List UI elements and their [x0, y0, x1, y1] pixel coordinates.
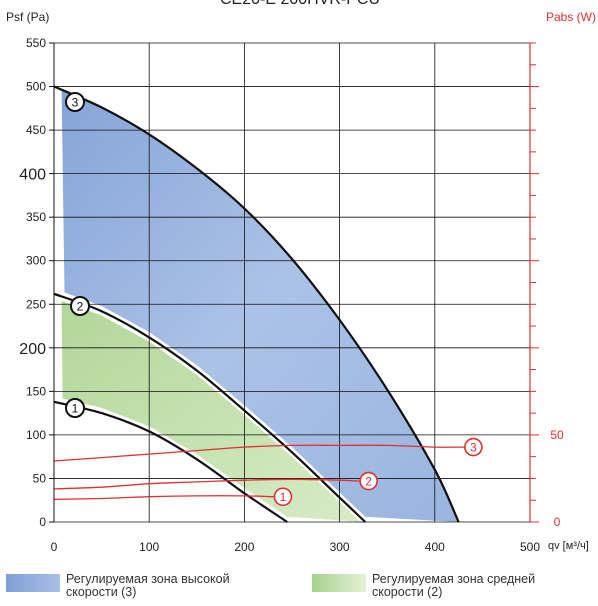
power-layer: 1 2 3 — [53, 437, 483, 507]
y2-axis-label: Pabs (W) — [546, 10, 596, 24]
y-tick-label: 550 — [26, 36, 46, 50]
curve-marker-label-1: 1 — [72, 402, 79, 416]
grid-layer — [53, 42, 531, 523]
zones-layer — [61, 89, 459, 524]
legend-label-mid: Регулируемая зона средней скорости (2) — [372, 572, 536, 599]
x-tick-label: 0 — [51, 540, 58, 554]
y-tick-label: 100 — [26, 428, 46, 442]
power-curve-1 — [53, 495, 274, 501]
x-tick-label: 400 — [425, 540, 445, 554]
x-tick-label: 200 — [234, 540, 254, 554]
pressure-curve-2 — [53, 292, 367, 523]
y-tick-label: 450 — [26, 123, 46, 137]
labels-layer: CE20-E 200HVR-PCU Psf (Pa) Pabs (W) qv [… — [6, 0, 596, 552]
zone-high-area — [61, 89, 459, 523]
x-tick-label: 100 — [139, 540, 159, 554]
curve-marker-1 — [65, 398, 85, 418]
legend-swatch-green — [312, 574, 366, 592]
y-tick-label: 250 — [26, 297, 46, 311]
y2-tick-label: 0 — [554, 515, 561, 529]
legend-swatch-blue — [6, 574, 60, 592]
zone-mid-area — [61, 300, 366, 524]
y-tick-label: 200 — [19, 341, 46, 358]
curve-marker-label-2: 2 — [77, 300, 84, 314]
power-marker-2 — [359, 471, 378, 491]
curve-marker-2 — [70, 296, 90, 316]
power-marker-1 — [273, 487, 293, 507]
y-tick-label: 500 — [26, 80, 46, 94]
y-tick-label: 400 — [19, 167, 46, 184]
power-marker-label-1: 1 — [280, 490, 287, 504]
power-marker-3 — [464, 437, 483, 457]
power-marker-label-2: 2 — [365, 474, 372, 488]
curve-marker-3 — [65, 92, 85, 112]
power-curve-2 — [53, 478, 359, 490]
x-tick-label: 500 — [520, 540, 540, 554]
y-tick-label: 50 — [33, 471, 47, 485]
power-curve-3 — [53, 444, 464, 462]
x-tick-label: 300 — [330, 540, 350, 554]
chart-title: CE20-E 200HVR-PCU — [220, 0, 380, 8]
y2-tick-label: 50 — [550, 428, 564, 442]
legend-label-high: Регулируемая зона высокой скорости (3) — [66, 572, 230, 599]
legend-high-zone: Регулируемая зона высокой скорости (3) — [6, 573, 266, 599]
y-tick-label: 300 — [26, 254, 46, 268]
legend-mid-zone: Регулируемая зона средней скорости (2) — [312, 573, 572, 599]
y-tick-label: 150 — [26, 384, 46, 398]
power-marker-label-3: 3 — [470, 440, 477, 454]
curves-layer: 1 2 3 — [53, 85, 460, 523]
y-tick-label: 350 — [26, 210, 46, 224]
curve-marker-label-3: 3 — [72, 96, 79, 110]
pressure-curve-3 — [53, 85, 460, 523]
x-axis-label: qv [м³/ч] — [548, 540, 589, 552]
y-tick-label: 0 — [39, 515, 46, 529]
y-axis-label: Psf (Pa) — [6, 10, 49, 24]
